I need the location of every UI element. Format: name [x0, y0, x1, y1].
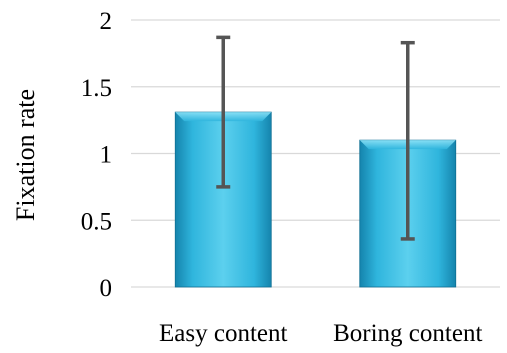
x-category-label: Boring content — [333, 320, 482, 347]
x-axis-categories: Easy content Boring content — [159, 320, 482, 347]
y-tick-label: 1 — [100, 142, 113, 169]
error-bars — [216, 35, 415, 241]
x-category-label: Easy content — [159, 320, 287, 347]
y-tick-label: 0 — [100, 275, 113, 302]
y-axis-title: Fixation rate — [11, 89, 40, 221]
y-tick-label: 1.5 — [81, 75, 112, 102]
error-bar — [216, 35, 231, 189]
bars — [174, 111, 457, 288]
error-bar — [400, 40, 415, 241]
y-tick-label: 2 — [100, 8, 113, 35]
y-axis-ticks: 0 0.5 1 1.5 2 — [81, 8, 112, 302]
y-tick-label: 0.5 — [81, 208, 112, 235]
